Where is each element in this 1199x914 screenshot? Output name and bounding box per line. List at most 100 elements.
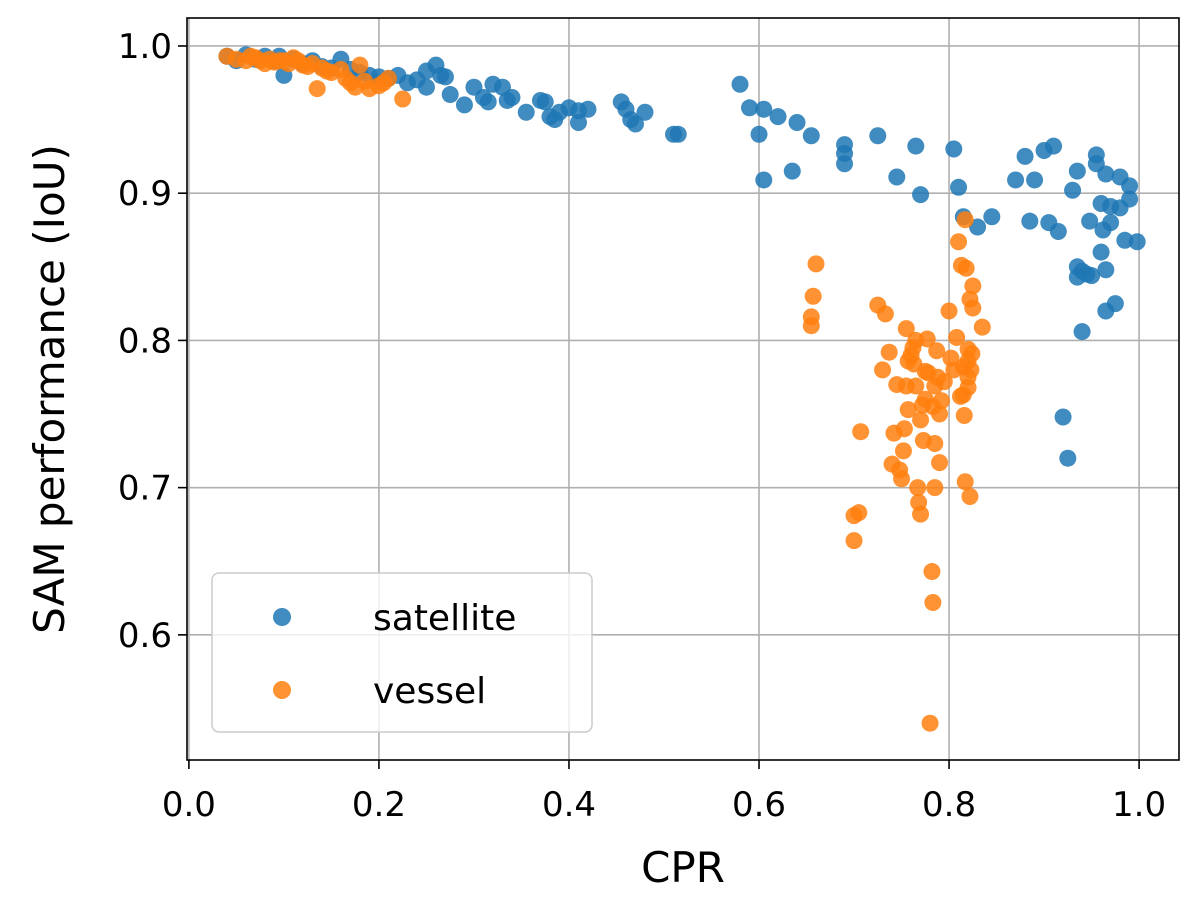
axis-ticks: 0.0 0.2 0.4 0.6 0.8 1.0 0.6 0.7 0.8 0.9 1.0 bbox=[118, 27, 1166, 825]
vessel-point bbox=[895, 420, 913, 438]
satellite-point bbox=[731, 75, 749, 93]
satellite-point bbox=[769, 108, 787, 126]
legend-marker-satellite bbox=[273, 608, 291, 626]
x-tick-label: 0.8 bbox=[922, 785, 976, 825]
satellite-point bbox=[983, 208, 1001, 226]
satellite-point bbox=[1106, 295, 1124, 313]
satellite-point bbox=[869, 127, 887, 145]
vessel-point bbox=[379, 69, 397, 87]
vessel-point bbox=[956, 211, 974, 229]
vessel-point bbox=[804, 287, 822, 305]
vessel-point bbox=[921, 714, 939, 732]
satellite-point bbox=[1121, 190, 1139, 208]
vessel-point bbox=[931, 454, 949, 472]
vessel-point bbox=[926, 434, 944, 452]
vessel-point bbox=[912, 505, 930, 523]
satellite-point bbox=[1068, 162, 1086, 180]
satellite-point bbox=[517, 103, 535, 121]
vessel-point bbox=[948, 328, 966, 346]
vessel-point bbox=[894, 442, 912, 460]
x-tick-label: 0.0 bbox=[162, 785, 216, 825]
satellite-point bbox=[836, 155, 854, 173]
y-tick-label: 0.7 bbox=[118, 469, 172, 509]
vessel-point bbox=[962, 361, 980, 379]
satellite-point bbox=[802, 127, 820, 145]
vessel-point bbox=[880, 343, 898, 361]
vessel-point bbox=[807, 255, 825, 273]
x-tick-label: 0.2 bbox=[352, 785, 406, 825]
satellite-point bbox=[1102, 214, 1120, 232]
vessel-point bbox=[850, 504, 868, 522]
satellite-point bbox=[755, 100, 773, 118]
satellite-point bbox=[503, 89, 521, 106]
satellite-point bbox=[669, 125, 687, 143]
vessel-point bbox=[351, 56, 369, 74]
satellite-point bbox=[569, 114, 587, 132]
satellite-point bbox=[536, 93, 554, 111]
vessel-point bbox=[950, 233, 968, 251]
satellite-point bbox=[1121, 177, 1139, 195]
satellite-point bbox=[441, 86, 459, 104]
vessel-point bbox=[931, 405, 949, 423]
y-tick-label: 0.6 bbox=[118, 616, 172, 656]
x-axis-label: CPR bbox=[641, 843, 725, 892]
satellite-point bbox=[788, 114, 806, 132]
satellite-point bbox=[888, 168, 906, 186]
vessel-point bbox=[909, 479, 927, 497]
vessel-point bbox=[940, 302, 958, 320]
legend: satellite vessel bbox=[211, 572, 593, 733]
x-tick-label: 0.6 bbox=[732, 785, 786, 825]
satellite-point bbox=[1045, 137, 1063, 155]
vessel-point bbox=[926, 479, 944, 497]
vessel-point bbox=[959, 379, 977, 397]
legend-label-satellite: satellite bbox=[373, 598, 516, 639]
vessel-point bbox=[845, 532, 863, 550]
legend-label-vessel: vessel bbox=[373, 671, 486, 712]
satellite-point bbox=[436, 68, 454, 86]
satellite-point bbox=[479, 93, 497, 111]
satellite-point bbox=[969, 218, 987, 236]
vessel-point bbox=[802, 317, 820, 335]
satellite-point bbox=[950, 178, 968, 196]
vessel-point bbox=[932, 392, 950, 410]
plot-frame bbox=[186, 17, 1180, 761]
vessel-point bbox=[964, 299, 982, 317]
x-tick-label: 0.4 bbox=[542, 785, 596, 825]
y-axis-label: SAM performance (IoU) bbox=[25, 144, 74, 634]
vessel-point bbox=[957, 259, 975, 277]
satellite-point bbox=[741, 99, 759, 117]
vessel-point bbox=[874, 361, 892, 379]
vessel-point bbox=[973, 318, 991, 336]
satellite-point bbox=[455, 96, 473, 114]
satellite-point bbox=[417, 78, 435, 96]
vessel-point bbox=[907, 377, 925, 395]
x-tick-label: 1.0 bbox=[1112, 785, 1166, 825]
satellite-point bbox=[1049, 222, 1067, 240]
y-tick-label: 0.8 bbox=[118, 321, 172, 361]
legend-box bbox=[211, 572, 593, 733]
satellite-point bbox=[1092, 243, 1110, 261]
vessel-point bbox=[308, 80, 326, 98]
satellite-point bbox=[1128, 233, 1146, 251]
vessel-point bbox=[893, 470, 911, 488]
satellite-point bbox=[1016, 147, 1034, 165]
vessel-point bbox=[935, 373, 953, 391]
series-vessel bbox=[218, 47, 991, 732]
satellite-point bbox=[626, 115, 644, 133]
vessel-point bbox=[963, 345, 981, 363]
y-tick-label: 0.9 bbox=[118, 174, 172, 214]
satellite-point bbox=[907, 137, 925, 155]
vessel-point bbox=[956, 473, 974, 491]
satellite-point bbox=[783, 162, 801, 180]
vessel-point bbox=[852, 423, 870, 441]
satellite-point bbox=[1081, 212, 1099, 230]
satellite-point bbox=[755, 171, 773, 189]
satellite-point bbox=[1026, 171, 1044, 189]
vessel-point bbox=[394, 90, 412, 108]
vessel-point bbox=[923, 563, 941, 581]
satellite-point bbox=[636, 103, 654, 121]
vessel-point bbox=[897, 320, 915, 338]
vessel-point bbox=[955, 407, 973, 424]
satellite-point bbox=[1097, 261, 1115, 279]
